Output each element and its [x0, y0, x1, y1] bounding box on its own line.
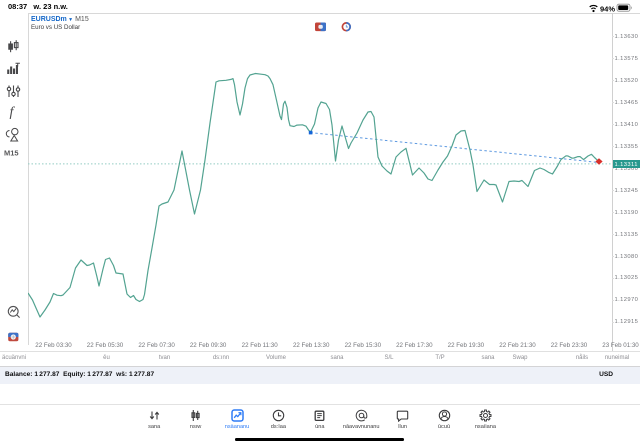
svg-text:M15: M15: [4, 149, 19, 158]
svg-text:f: f: [10, 105, 16, 120]
svg-text:94%: 94%: [600, 4, 615, 13]
